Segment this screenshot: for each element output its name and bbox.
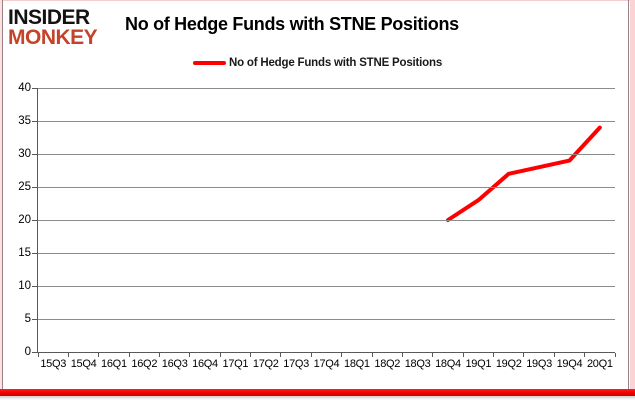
logo-text-insider: INSIDER	[8, 6, 90, 29]
x-axis-label: 20Q1	[586, 358, 613, 370]
gridline	[38, 318, 615, 320]
x-tick	[250, 353, 252, 357]
y-tick	[32, 252, 37, 254]
x-axis-label: 17Q3	[283, 358, 309, 370]
x-axis-label: 19Q3	[526, 358, 552, 370]
x-axis-label: 19Q2	[495, 358, 522, 370]
x-axis-label: 17Q4	[313, 358, 340, 370]
gridline	[38, 153, 615, 155]
y-axis-label: 15	[18, 247, 31, 259]
x-tick	[158, 353, 160, 357]
x-axis-label: 19Q1	[465, 358, 492, 370]
x-tick	[341, 353, 343, 357]
x-axis-label: 17Q1	[222, 358, 249, 370]
x-axis-label: 16Q1	[101, 358, 127, 370]
x-axis-label: 18Q4	[435, 358, 461, 370]
y-tick	[32, 87, 37, 89]
bottom-border-bar	[0, 389, 635, 396]
x-tick	[614, 353, 616, 357]
x-axis-line	[37, 352, 615, 353]
x-axis-label: 16Q4	[192, 358, 218, 370]
x-axis-label: 16Q3	[161, 358, 188, 370]
x-axis-label: 16Q2	[131, 358, 158, 370]
y-axis-label: 40	[18, 82, 31, 94]
x-tick	[189, 353, 191, 357]
insider-monkey-logo: INSIDER MONKEY	[8, 6, 98, 49]
logo-text-monkey: MONKEY	[8, 25, 98, 49]
x-axis-label: 15Q3	[40, 358, 67, 370]
x-axis-label: 15Q4	[70, 358, 97, 370]
x-tick	[553, 353, 555, 357]
x-tick	[98, 353, 100, 357]
y-axis-label: 5	[24, 313, 31, 325]
x-tick	[584, 353, 586, 357]
y-axis-label: 35	[18, 115, 31, 127]
y-axis-label: 0	[24, 346, 31, 358]
legend-line-marker	[193, 61, 226, 65]
x-axis-label: 18Q1	[344, 358, 370, 370]
frame-edge-left-line	[2, 0, 3, 393]
y-axis-line	[37, 88, 38, 353]
chart-plot-area: 0 5 10 15 20 25 30 35 40 15Q3 15Q4 16Q1 16Q2 16Q3 16Q4…	[18, 82, 616, 370]
gridline	[38, 87, 615, 89]
x-axis-label: 17Q2	[252, 358, 279, 370]
frame-edge-left	[0, 0, 2, 395]
y-axis-label: 30	[18, 148, 31, 160]
line-series-svg	[446, 125, 602, 222]
chart-title: No of Hedge Funds with STNE Positions	[125, 14, 459, 34]
x-axis-label: 18Q3	[404, 358, 431, 370]
x-tick	[401, 353, 403, 357]
y-axis-label: 25	[18, 181, 31, 193]
gridline	[38, 186, 615, 188]
x-tick	[67, 353, 69, 357]
frame-edge-right-line	[628, 0, 629, 393]
y-axis-label: 20	[18, 214, 31, 226]
chart-legend: No of Hedge Funds with STNE Positions	[193, 57, 442, 69]
gridline	[38, 219, 615, 221]
y-tick	[32, 285, 37, 287]
x-tick	[219, 353, 221, 357]
legend-series-label: No of Hedge Funds with STNE Positions	[229, 57, 443, 69]
x-tick	[310, 353, 312, 357]
x-tick	[280, 353, 282, 357]
x-tick	[371, 353, 373, 357]
y-tick	[32, 318, 37, 320]
gridline	[38, 120, 615, 122]
frame-edge-top	[0, 0, 635, 1]
bottom-border-shadow	[0, 396, 635, 400]
hedge-fund-count-line	[446, 125, 602, 222]
x-tick	[493, 353, 495, 357]
y-tick	[32, 186, 37, 188]
x-axis-label: 18Q2	[374, 358, 401, 370]
gridline	[38, 252, 615, 254]
y-tick	[32, 219, 37, 221]
y-tick	[32, 153, 37, 155]
frame-edge-right	[630, 0, 635, 395]
x-tick	[432, 353, 434, 357]
y-axis-label: 10	[18, 280, 31, 292]
y-tick	[32, 120, 37, 122]
y-tick	[32, 351, 37, 353]
x-tick	[37, 353, 39, 357]
gridline	[38, 285, 615, 287]
x-axis-label: 19Q4	[556, 358, 583, 370]
x-tick	[462, 353, 464, 357]
x-tick	[523, 353, 525, 357]
x-tick	[128, 353, 130, 357]
